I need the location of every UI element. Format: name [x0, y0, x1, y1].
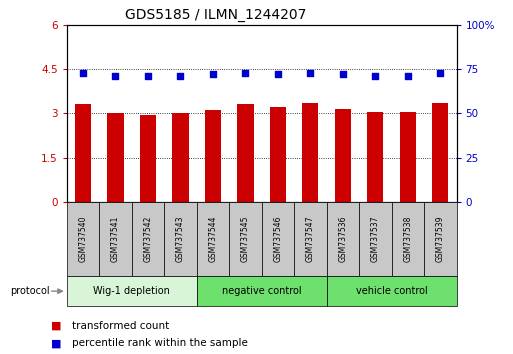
Point — [176, 74, 185, 79]
FancyBboxPatch shape — [229, 202, 262, 276]
Point — [79, 71, 87, 76]
Bar — [432, 103, 448, 202]
Bar — [400, 112, 416, 202]
FancyBboxPatch shape — [262, 202, 294, 276]
Point — [371, 73, 380, 78]
FancyBboxPatch shape — [294, 202, 327, 276]
Bar — [107, 113, 124, 202]
Bar — [140, 115, 156, 202]
FancyBboxPatch shape — [99, 202, 132, 276]
Text: GSM737536: GSM737536 — [339, 216, 347, 262]
FancyBboxPatch shape — [196, 276, 327, 306]
FancyBboxPatch shape — [67, 202, 99, 276]
FancyBboxPatch shape — [359, 202, 391, 276]
Text: GSM737541: GSM737541 — [111, 216, 120, 262]
Text: GSM737543: GSM737543 — [176, 216, 185, 262]
Text: negative control: negative control — [222, 286, 302, 296]
Point — [111, 73, 120, 79]
Bar — [205, 110, 221, 202]
Text: protocol: protocol — [10, 286, 50, 296]
Point — [306, 70, 314, 75]
Bar — [367, 112, 383, 202]
Point — [339, 71, 347, 77]
Text: GSM737545: GSM737545 — [241, 216, 250, 262]
FancyBboxPatch shape — [327, 276, 457, 306]
Bar — [172, 113, 188, 202]
Text: GSM737537: GSM737537 — [371, 216, 380, 262]
Text: GSM737540: GSM737540 — [78, 216, 87, 262]
FancyBboxPatch shape — [164, 202, 196, 276]
Text: GSM737547: GSM737547 — [306, 216, 315, 262]
Text: GSM737542: GSM737542 — [144, 216, 152, 262]
Text: ■: ■ — [51, 338, 62, 348]
Text: vehicle control: vehicle control — [356, 286, 427, 296]
Bar — [270, 107, 286, 202]
Bar — [237, 104, 253, 202]
Bar — [75, 104, 91, 202]
Text: Wig-1 depletion: Wig-1 depletion — [93, 286, 170, 296]
Bar — [334, 109, 351, 202]
Point — [241, 70, 249, 75]
Bar — [302, 103, 319, 202]
Point — [274, 72, 282, 77]
Text: GSM737538: GSM737538 — [403, 216, 412, 262]
FancyBboxPatch shape — [327, 202, 359, 276]
Point — [404, 73, 412, 78]
FancyBboxPatch shape — [67, 276, 196, 306]
Text: ■: ■ — [51, 321, 62, 331]
FancyBboxPatch shape — [391, 202, 424, 276]
Text: transformed count: transformed count — [72, 321, 169, 331]
Point — [209, 71, 217, 77]
FancyBboxPatch shape — [132, 202, 164, 276]
Point — [436, 70, 444, 75]
Point — [144, 74, 152, 79]
Text: percentile rank within the sample: percentile rank within the sample — [72, 338, 248, 348]
Text: GSM737539: GSM737539 — [436, 216, 445, 262]
FancyBboxPatch shape — [424, 202, 457, 276]
FancyBboxPatch shape — [196, 202, 229, 276]
Text: GSM737546: GSM737546 — [273, 216, 282, 262]
Text: GDS5185 / ILMN_1244207: GDS5185 / ILMN_1244207 — [125, 8, 307, 22]
Text: GSM737544: GSM737544 — [208, 216, 218, 262]
